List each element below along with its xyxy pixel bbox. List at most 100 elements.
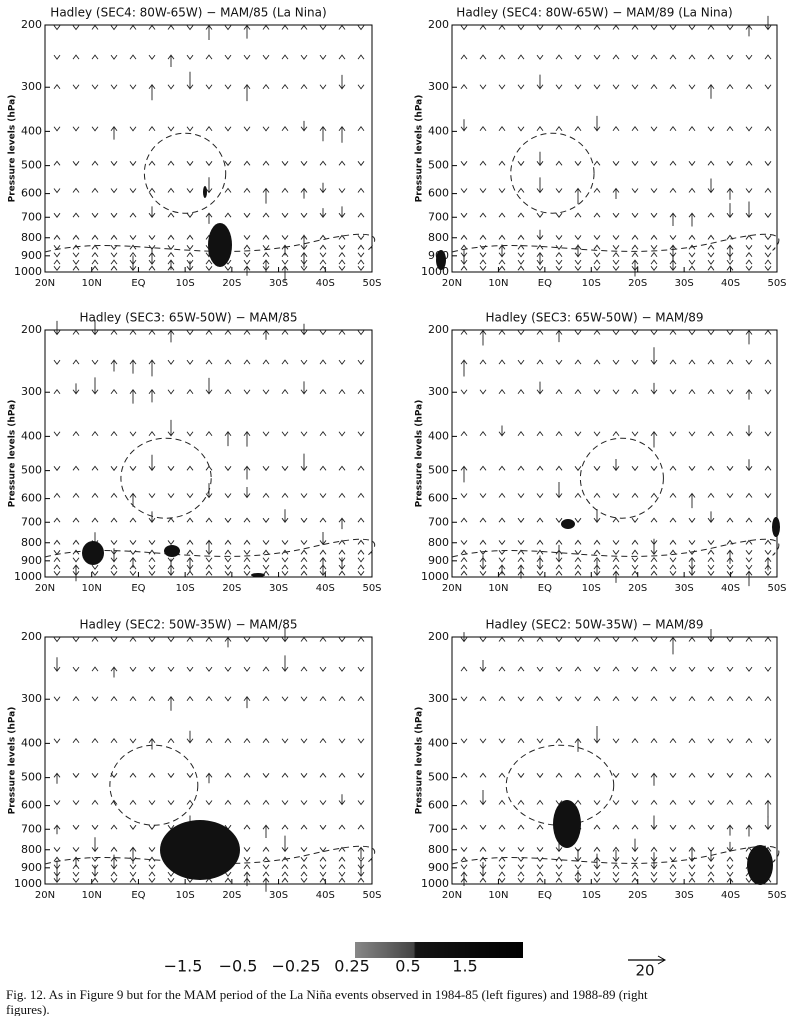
- wind-vector: [517, 570, 525, 576]
- wind-vector: [129, 824, 137, 830]
- wind-vector: [243, 666, 251, 672]
- wind-vector: [129, 877, 137, 883]
- panel-title: Hadley (SEC3: 65W-50W) − MAM/85: [79, 311, 297, 325]
- wind-vector: [129, 84, 137, 90]
- wind-vector: [129, 235, 137, 241]
- wind-vector: [319, 824, 327, 830]
- x-tick-label: EQ: [131, 890, 145, 901]
- wind-vector: [574, 637, 582, 643]
- wind-vector: [726, 871, 734, 877]
- wind-vector: [707, 359, 715, 365]
- wind-vector: [300, 84, 308, 90]
- wind-vector: [148, 540, 156, 546]
- wind-vector: [726, 841, 734, 853]
- wind-vector: [357, 389, 365, 395]
- wind-vector: [764, 235, 772, 241]
- wind-vector: [555, 544, 563, 563]
- wind-vector: [460, 824, 468, 830]
- wind-vector: [593, 431, 601, 437]
- wind-vector: [186, 878, 194, 884]
- wind-vector: [745, 846, 753, 852]
- wind-vector: [281, 24, 289, 30]
- wind-vector: [110, 188, 118, 194]
- wind-vector: [669, 737, 677, 744]
- wind-vector: [650, 852, 658, 870]
- wind-vector: [262, 557, 270, 563]
- wind-vector: [72, 126, 80, 132]
- wind-vector: [262, 846, 270, 852]
- y-tick-label: 400: [21, 736, 42, 749]
- wind-vector: [726, 799, 734, 805]
- wind-vector: [186, 359, 194, 365]
- wind-vector: [319, 265, 327, 271]
- wind-vector: [357, 539, 365, 545]
- wind-vector: [460, 799, 468, 805]
- wind-vector: [300, 431, 308, 437]
- wind-vector: [555, 251, 563, 257]
- wind-vector: [186, 636, 194, 642]
- wind-vector: [167, 696, 175, 711]
- wind-vector: [224, 772, 232, 778]
- wind-vector: [764, 666, 772, 672]
- wind-vector: [129, 666, 137, 672]
- wind-vector: [631, 564, 639, 570]
- wind-vector: [555, 864, 563, 870]
- wind-vector: [479, 359, 487, 365]
- wind-vector: [338, 696, 346, 702]
- wind-vector: [745, 824, 753, 837]
- wind-vector: [205, 666, 213, 672]
- wind-vector: [593, 235, 601, 241]
- panel-title: Hadley (SEC3: 65W-50W) − MAM/89: [485, 311, 703, 325]
- wind-vector: [593, 636, 601, 642]
- x-tick-label: 40S: [316, 278, 335, 289]
- plot-frame: [44, 636, 373, 885]
- wind-vector: [517, 389, 525, 395]
- wind-vector: [517, 465, 525, 471]
- wind-vector: [498, 847, 506, 853]
- wind-vector: [224, 126, 232, 132]
- wind-vector: [319, 54, 327, 60]
- wind-vector: [726, 389, 734, 395]
- wind-vector: [650, 871, 658, 877]
- wind-vector: [517, 857, 525, 863]
- wind-vector: [745, 564, 753, 570]
- wind-vector: [479, 856, 487, 862]
- wind-vector: [669, 359, 677, 365]
- wind-vector: [593, 549, 601, 555]
- wind-vector: [650, 878, 658, 884]
- wind-vector: [688, 125, 696, 132]
- wind-vector: [479, 517, 487, 523]
- wind-vector: [745, 666, 753, 672]
- wind-vector: [764, 696, 772, 702]
- wind-vector: [338, 871, 346, 877]
- x-tick-label: 20S: [222, 583, 241, 594]
- wind-vector: [300, 24, 308, 30]
- wind-vector: [745, 772, 753, 778]
- wind-vector: [357, 212, 365, 218]
- wind-vector: [148, 54, 156, 60]
- wind-vector: [707, 540, 715, 546]
- wind-vector: [593, 187, 601, 193]
- wind-vector: [72, 252, 80, 258]
- plot-frame: [44, 24, 373, 273]
- x-tick-label: 20N: [35, 890, 55, 901]
- wind-vector: [319, 244, 327, 250]
- wind-vector: [91, 857, 99, 863]
- wind-vector: [726, 245, 734, 258]
- wind-vector: [281, 251, 289, 257]
- wind-vector: [129, 54, 137, 60]
- x-tick-label: 10N: [82, 278, 102, 289]
- wind-vector: [281, 871, 289, 877]
- wind-vector: [574, 772, 582, 778]
- wind-vector: [631, 696, 639, 702]
- wind-vector: [745, 84, 753, 90]
- wind-vector: [460, 234, 468, 240]
- y-tick-label: 200: [21, 630, 42, 643]
- wind-vector: [319, 330, 327, 336]
- wind-vector: [612, 846, 620, 852]
- wind-vector: [91, 564, 99, 570]
- wind-vector: [243, 637, 251, 643]
- wind-vector: [707, 465, 715, 471]
- wind-vector: [300, 540, 308, 546]
- wind-vector: [555, 389, 563, 395]
